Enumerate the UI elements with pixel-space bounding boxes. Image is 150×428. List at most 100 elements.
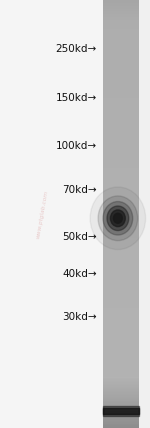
Bar (103, 227, 139, 228)
Bar (103, 307, 139, 308)
Bar (103, 57, 139, 59)
Bar (103, 294, 139, 295)
Ellipse shape (90, 187, 146, 250)
Bar (103, 245, 139, 247)
Bar (103, 334, 139, 335)
Text: 250kd→: 250kd→ (56, 44, 97, 54)
Bar (103, 232, 139, 234)
Text: 30kd→: 30kd→ (62, 312, 97, 322)
Bar (103, 137, 139, 138)
Bar (103, 164, 139, 166)
Bar (103, 254, 139, 256)
Bar (103, 328, 139, 330)
Bar (103, 4, 139, 6)
Bar (103, 215, 139, 217)
Bar (103, 394, 139, 395)
Bar (103, 234, 139, 235)
Bar (103, 125, 139, 127)
Bar (103, 295, 139, 297)
Bar (103, 231, 139, 232)
Bar (103, 418, 139, 419)
Bar (103, 364, 139, 365)
Bar (103, 48, 139, 50)
Bar (103, 338, 139, 339)
Bar (103, 12, 139, 13)
Bar (103, 68, 139, 70)
Ellipse shape (103, 202, 133, 235)
Bar (103, 184, 139, 185)
Bar (103, 107, 139, 108)
Bar (103, 121, 139, 123)
Bar (103, 201, 139, 202)
Bar (103, 220, 139, 221)
Bar (103, 40, 139, 42)
Bar (103, 190, 139, 191)
Bar (103, 210, 139, 211)
Bar (103, 51, 139, 53)
Bar (103, 369, 139, 371)
Bar (103, 146, 139, 147)
Bar (103, 256, 139, 257)
Bar (103, 311, 139, 312)
Bar (103, 363, 139, 364)
Bar (103, 177, 139, 178)
Bar (103, 67, 139, 68)
Bar (103, 337, 139, 338)
Bar (103, 327, 139, 328)
Bar (103, 288, 139, 290)
Bar (103, 238, 139, 240)
Bar (103, 350, 139, 351)
Bar (103, 27, 139, 29)
Bar (103, 108, 139, 110)
Bar (103, 282, 139, 284)
Bar (103, 166, 139, 167)
Bar (103, 354, 139, 355)
Bar (103, 60, 139, 61)
Bar (103, 402, 139, 404)
Bar (103, 260, 139, 261)
Bar (103, 404, 139, 405)
Bar (103, 305, 139, 307)
Bar (103, 406, 139, 416)
Bar (103, 9, 139, 10)
Bar (103, 71, 139, 73)
Bar (103, 14, 139, 16)
Bar (103, 123, 139, 124)
Bar (103, 237, 139, 238)
Bar (103, 1, 139, 3)
Bar (103, 29, 139, 30)
Bar (103, 43, 139, 44)
Bar (103, 213, 139, 214)
Bar (103, 425, 139, 427)
Bar (103, 194, 139, 196)
Bar (103, 204, 139, 205)
Bar (103, 424, 139, 425)
Bar (103, 117, 139, 119)
Bar (103, 377, 139, 378)
Bar (103, 268, 139, 270)
Bar (103, 158, 139, 160)
Bar (103, 163, 139, 164)
Bar (103, 358, 139, 360)
Bar (103, 53, 139, 54)
Bar (103, 347, 139, 348)
Bar (103, 407, 139, 408)
Bar (103, 351, 139, 352)
Bar (103, 389, 139, 391)
Bar (103, 265, 139, 267)
Bar (103, 196, 139, 197)
Bar (103, 80, 139, 81)
Bar (103, 341, 139, 342)
Bar (103, 153, 139, 154)
Bar (103, 0, 139, 1)
Bar (103, 422, 139, 424)
Bar (103, 87, 139, 89)
Bar (103, 411, 139, 412)
Bar (103, 274, 139, 275)
Bar (103, 16, 139, 17)
Bar (103, 401, 139, 402)
Bar (103, 70, 139, 71)
Bar (103, 285, 139, 287)
Bar (103, 374, 139, 375)
Bar (103, 130, 139, 131)
